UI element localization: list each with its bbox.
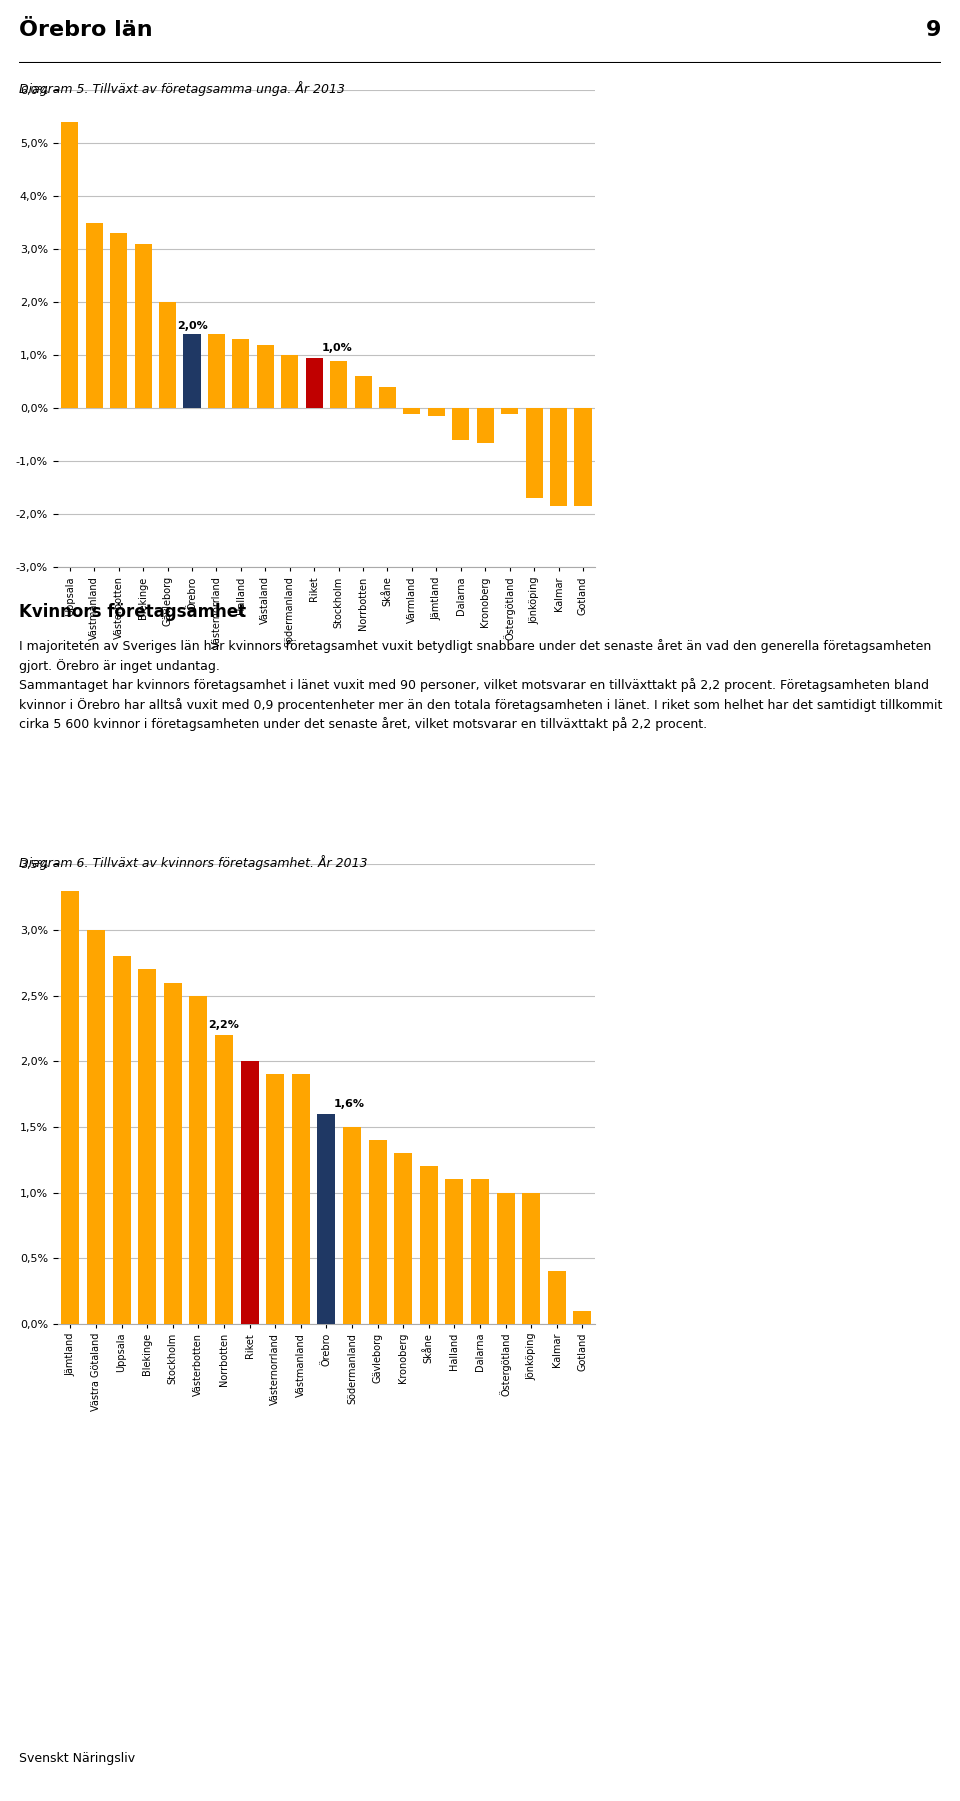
Bar <box>183 333 201 409</box>
Text: 2,2%: 2,2% <box>208 1019 239 1030</box>
Bar <box>61 122 79 409</box>
Bar <box>281 355 299 409</box>
Bar <box>395 1153 412 1324</box>
Bar <box>134 243 152 409</box>
Bar <box>112 956 131 1324</box>
Bar <box>318 1113 335 1324</box>
Bar <box>208 333 225 409</box>
Bar <box>343 1127 361 1324</box>
Text: Kvinnors företagsamhet: Kvinnors företagsamhet <box>19 603 247 621</box>
Bar <box>87 929 105 1324</box>
Bar <box>573 1311 591 1324</box>
Bar <box>354 376 372 409</box>
Bar <box>61 891 80 1324</box>
Bar <box>477 409 493 443</box>
Text: 2,0%: 2,0% <box>177 321 207 331</box>
Bar <box>159 303 176 409</box>
Bar <box>164 983 181 1324</box>
Bar <box>420 1167 438 1324</box>
Text: Svenskt Näringsliv: Svenskt Näringsliv <box>19 1752 135 1765</box>
Bar <box>110 232 128 409</box>
Bar <box>215 1036 233 1324</box>
Bar <box>550 409 567 506</box>
Bar <box>330 360 348 409</box>
Bar <box>471 1180 489 1324</box>
Bar <box>189 996 207 1324</box>
Bar <box>403 409 420 414</box>
Text: 1,6%: 1,6% <box>334 1099 365 1109</box>
Text: Örebro län: Örebro län <box>19 20 153 40</box>
Bar <box>256 344 274 409</box>
Text: Diagram 5. Tillväxt av företagsamma unga. År 2013: Diagram 5. Tillväxt av företagsamma unga… <box>19 81 346 95</box>
Bar <box>138 969 156 1324</box>
Bar <box>501 409 518 414</box>
Bar <box>548 1272 565 1324</box>
Bar <box>452 409 469 439</box>
Text: I majoriteten av Sveriges län har kvinnors företagsamhet vuxit betydligt snabbar: I majoriteten av Sveriges län har kvinno… <box>19 639 943 731</box>
Bar <box>574 409 591 506</box>
Bar <box>292 1075 310 1324</box>
Bar <box>522 1192 540 1324</box>
Bar <box>305 358 323 409</box>
Text: Diagram 6. Tillväxt av kvinnors företagsamhet. År 2013: Diagram 6. Tillväxt av kvinnors företags… <box>19 855 368 870</box>
Bar <box>496 1192 515 1324</box>
Bar <box>241 1061 258 1324</box>
Bar <box>85 223 103 409</box>
Bar <box>445 1180 464 1324</box>
Bar <box>369 1140 387 1324</box>
Bar <box>379 387 396 409</box>
Bar <box>428 409 444 416</box>
Text: 9: 9 <box>925 20 941 40</box>
Bar <box>266 1075 284 1324</box>
Bar <box>232 339 250 409</box>
Text: 1,0%: 1,0% <box>322 342 352 353</box>
Bar <box>525 409 542 499</box>
